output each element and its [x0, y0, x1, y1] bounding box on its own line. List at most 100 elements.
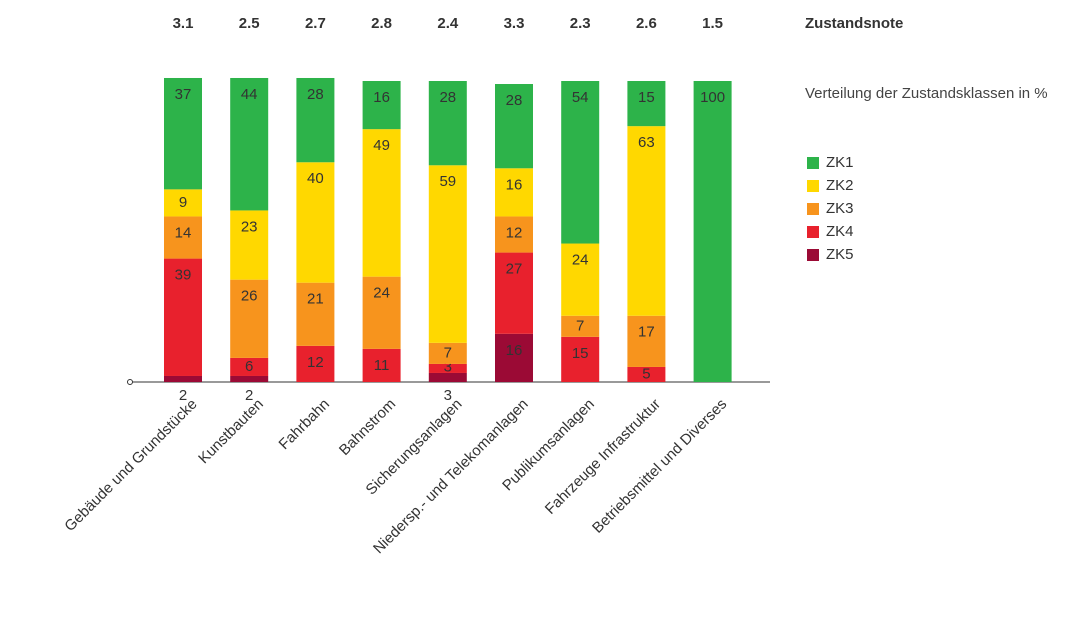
- bar-segment: [230, 357, 269, 376]
- bar-segment: [428, 363, 467, 373]
- legend-swatch: [807, 249, 819, 261]
- note-value: 3.3: [504, 15, 525, 32]
- value-label: 23: [241, 218, 258, 235]
- value-label: 7: [444, 344, 452, 361]
- bar-segment: [362, 348, 401, 382]
- note-value: 2.6: [636, 15, 657, 32]
- value-label: 59: [439, 173, 456, 190]
- axis-origin: [127, 379, 133, 385]
- x-tick-label: Fahrbahn: [276, 396, 333, 453]
- value-label: 16: [373, 89, 390, 106]
- bar-segment: [164, 375, 202, 382]
- bar-segment: [230, 279, 269, 358]
- value-label: 28: [307, 86, 324, 103]
- bar-segment: [495, 252, 533, 334]
- bar-segment: [230, 210, 269, 280]
- note-value: 2.8: [371, 15, 392, 32]
- legend-swatch: [807, 180, 819, 192]
- note-value: 3.1: [173, 15, 194, 32]
- value-label: 14: [175, 224, 192, 241]
- value-label: 16: [506, 176, 523, 193]
- value-label: 24: [373, 285, 390, 302]
- note-value: 1.5: [702, 15, 723, 32]
- value-label: 2: [245, 387, 253, 404]
- bar-segment: [561, 336, 600, 382]
- legend-label: ZK3: [826, 200, 854, 217]
- bar-segment: [296, 162, 335, 283]
- bar-segment: [362, 81, 401, 130]
- x-tick-label: Fahrzeuge Infrastruktur: [542, 396, 664, 518]
- value-label: 37: [175, 86, 192, 103]
- bar-segment: [627, 315, 666, 367]
- value-label: 49: [373, 137, 390, 154]
- value-label: 9: [179, 194, 187, 211]
- bar-segment: [428, 81, 467, 166]
- value-label: 6: [245, 358, 253, 375]
- bar-segment: [428, 165, 467, 343]
- legend-swatch: [807, 157, 819, 169]
- bar-segment: [362, 129, 401, 277]
- bar-segment: [561, 315, 600, 337]
- value-label: 12: [307, 354, 324, 371]
- bar-segment: [627, 81, 666, 127]
- bar-segment: [561, 243, 600, 316]
- x-tick-label: Betriebsmittel und Diverses: [589, 396, 730, 537]
- bar-segment: [495, 216, 533, 253]
- value-label: 12: [506, 224, 523, 241]
- bar-segment: [561, 81, 600, 244]
- value-label: 40: [307, 170, 324, 187]
- note-value: 2.5: [239, 15, 260, 32]
- bar-segment: [164, 189, 202, 217]
- value-label: 28: [439, 89, 456, 106]
- value-label: 100: [700, 89, 725, 106]
- bar-segment: [296, 282, 335, 346]
- legend-label: ZK2: [826, 177, 854, 194]
- value-label: 63: [638, 134, 655, 151]
- bar-segment: [164, 216, 202, 259]
- bar-segment: [495, 84, 533, 169]
- bar-segment: [164, 258, 202, 376]
- legend-swatch: [807, 226, 819, 238]
- legend-label: ZK1: [826, 154, 854, 171]
- bar-segment: [428, 372, 467, 382]
- bar-segment: [230, 375, 269, 382]
- value-label: 2: [179, 387, 187, 404]
- value-label: 28: [506, 92, 523, 109]
- bar-segment: [693, 81, 732, 382]
- value-label: 15: [572, 345, 589, 362]
- value-label: 3: [444, 387, 452, 404]
- value-label: 39: [175, 267, 192, 284]
- value-label: 54: [572, 89, 589, 106]
- bar-segment: [495, 168, 533, 217]
- bar-segment: [627, 126, 666, 316]
- x-tick-label: Kunstbauten: [195, 396, 267, 468]
- value-label: 16: [506, 342, 523, 359]
- value-label: 27: [506, 261, 523, 278]
- value-label: 11: [374, 357, 390, 374]
- value-label: 7: [576, 317, 584, 334]
- note-value: 2.4: [437, 15, 459, 32]
- bar-segment: [230, 77, 269, 211]
- value-label: 26: [241, 288, 258, 305]
- x-tick-label: Bahnstrom: [336, 396, 399, 459]
- bar-segment: [296, 77, 335, 163]
- note-value: 2.3: [570, 15, 591, 32]
- bar-segment: [362, 276, 401, 349]
- value-label: 17: [638, 324, 655, 341]
- value-label: 5: [642, 365, 650, 382]
- x-tick-label: Gebäude und Grundstücke: [61, 396, 200, 535]
- note-title: Zustandsnote: [805, 15, 903, 32]
- legend-title: Verteilung der Zustandsklassen in %: [805, 85, 1048, 102]
- value-label: 44: [241, 86, 258, 103]
- bar-segment: [296, 345, 335, 382]
- value-label: 15: [638, 89, 655, 106]
- value-label: 3: [444, 358, 452, 375]
- bar-segment: [164, 77, 202, 190]
- bar-segment: [627, 366, 666, 382]
- legend-label: ZK4: [826, 223, 854, 240]
- bar-segment: [495, 333, 533, 382]
- value-label: 24: [572, 252, 589, 269]
- bar-segment: [428, 342, 467, 364]
